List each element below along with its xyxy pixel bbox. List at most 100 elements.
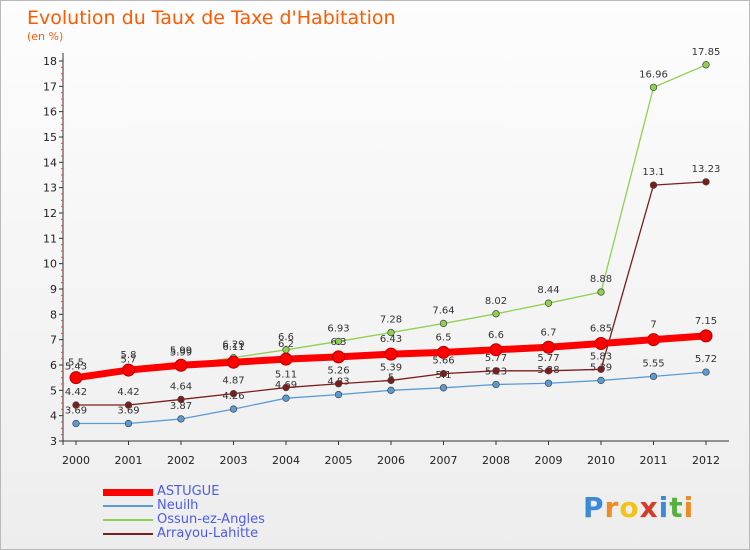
data-point (544, 367, 553, 375)
proxiti-logo: Proxiti (583, 491, 694, 524)
y-tick-label: 12 (43, 207, 57, 220)
y-tick-label: 6 (50, 359, 57, 372)
x-tick-label: 2009 (535, 454, 563, 467)
x-tick-label: 2007 (430, 454, 458, 467)
data-point (439, 319, 448, 328)
x-tick-label: 2005 (325, 454, 353, 467)
data-label: 5.43 (65, 361, 87, 372)
legend-label: ASTUGUE (157, 484, 220, 499)
logo-letter: x (639, 491, 659, 524)
y-tick-label: 9 (50, 283, 57, 296)
data-label: 5.66 (432, 356, 454, 367)
data-point (332, 350, 345, 364)
data-point (124, 419, 133, 428)
y-tick-label: 8 (50, 308, 57, 321)
logo-letter: r (604, 491, 620, 524)
x-tick-label: 2000 (62, 454, 90, 467)
data-label: 5.7 (121, 355, 137, 366)
data-point (72, 401, 80, 409)
data-label: 7 (650, 320, 656, 331)
data-point (544, 379, 553, 387)
data-point (282, 394, 290, 402)
x-tick-label: 2002 (167, 454, 195, 467)
data-label: 5.11 (275, 370, 297, 381)
legend-item: Neuilh (103, 499, 265, 513)
x-tick-label: 2011 (640, 454, 668, 467)
logo-letter: i (658, 491, 670, 524)
data-label: 3.87 (170, 401, 192, 412)
data-point (334, 337, 343, 346)
chart-title: Evolution du Taux de Taxe d'Habitation (27, 7, 396, 29)
data-point (122, 363, 135, 377)
data-point (439, 384, 448, 392)
data-point (542, 340, 555, 354)
data-label: 4.42 (65, 387, 87, 398)
data-label: 5.39 (380, 362, 402, 373)
y-tick-label: 13 (43, 182, 57, 195)
data-point (334, 390, 343, 399)
data-point (229, 405, 238, 413)
data-label: 6.93 (327, 323, 349, 334)
legend: ASTUGUE Neuilh Ossun-ez-Angles Arrayou-Lahi… (103, 485, 265, 541)
data-point (492, 367, 500, 375)
data-label: 17.85 (692, 47, 721, 58)
x-tick-label: 2006 (377, 454, 405, 467)
data-label: 7.28 (380, 315, 402, 326)
data-point (69, 371, 83, 385)
y-unit-label: (en %) (27, 30, 64, 43)
x-tick-label: 2010 (587, 454, 615, 467)
data-point (387, 376, 395, 385)
data-point (229, 389, 238, 398)
logo-letter: t (669, 491, 684, 524)
legend-swatch (103, 533, 153, 535)
data-point (439, 369, 448, 378)
data-point (72, 419, 80, 428)
data-point (437, 345, 450, 359)
data-point (177, 395, 185, 404)
data-label: 5.5 (68, 358, 84, 369)
legend-swatch (103, 519, 153, 521)
y-tick-label: 3 (50, 435, 57, 448)
data-label: 5.8 (121, 350, 137, 361)
data-label: 6.5 (436, 332, 452, 343)
legend-item: Ossun-ez-Angles (103, 513, 265, 527)
data-label: 13.23 (692, 164, 721, 175)
data-label: 5.72 (695, 354, 717, 365)
legend-label: Neuilh (157, 498, 199, 513)
data-label: 6.11 (222, 342, 244, 353)
x-tick-label: 2012 (692, 454, 720, 467)
data-label: 6.3 (331, 337, 347, 348)
x-tick-label: 2001 (115, 454, 143, 467)
data-point (227, 355, 240, 369)
y-tick-label: 18 (43, 55, 57, 68)
data-label: 6.6 (488, 330, 504, 341)
data-label: 6.43 (380, 334, 402, 345)
data-label: 4.87 (222, 376, 244, 387)
data-point (489, 343, 503, 357)
data-label: 3.69 (117, 406, 139, 417)
logo-letter: o (619, 491, 640, 524)
data-label: 16.96 (639, 69, 668, 80)
data-label: 7.64 (432, 305, 454, 316)
y-tick-label: 11 (43, 232, 57, 245)
data-point (647, 333, 660, 347)
data-label: 7.15 (695, 316, 717, 327)
data-label: 5.77 (537, 353, 559, 364)
data-point (492, 310, 500, 318)
logo-letter: i (683, 491, 695, 524)
data-label: 4.42 (117, 387, 139, 398)
data-label: 5.99 (170, 347, 192, 358)
x-tick-label: 2008 (482, 454, 510, 467)
data-point (387, 328, 395, 337)
data-point (384, 347, 398, 361)
data-point (174, 358, 188, 372)
data-label: 5.26 (327, 366, 349, 377)
data-point (649, 181, 658, 189)
data-point (597, 288, 605, 296)
data-label: 5.77 (485, 353, 507, 364)
data-point (124, 401, 133, 409)
y-tick-label: 17 (43, 80, 57, 93)
data-point (649, 83, 658, 91)
y-tick-label: 10 (43, 258, 57, 271)
